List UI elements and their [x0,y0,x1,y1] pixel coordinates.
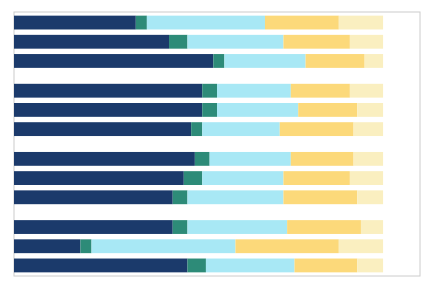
bar-segment [202,122,280,136]
bar-segment [306,54,365,68]
bar-segment [295,259,358,273]
bar-segment [354,122,384,136]
bar-segment [357,259,383,273]
bar-segment [14,190,173,204]
bar-segment [280,122,354,136]
bar-segment [291,152,354,166]
plot-frame [14,12,420,276]
bar-segment [191,122,202,136]
bar-segment [147,16,265,30]
bar-segment [187,220,287,234]
bar-segment [173,190,188,204]
bar-segment [14,259,187,273]
bar-segment [169,35,187,49]
bar-segment [287,220,361,234]
bar-segment [291,84,350,98]
bar-segment [14,239,80,253]
bar-segment [14,54,213,68]
bar-segment [365,54,383,68]
bars [14,16,383,273]
bar-segment [350,35,383,49]
bar-segment [298,103,357,117]
bar-segment [187,259,205,273]
bar-segment [202,103,217,117]
bar-segment [350,84,383,98]
bar-segment [283,190,357,204]
bar-segment [235,239,338,253]
bar-segment [210,152,291,166]
bar-segment [265,16,339,30]
bar-segment [136,16,147,30]
bar-segment [184,171,202,185]
bar-segment [187,190,283,204]
bar-segment [195,152,210,166]
bar-segment [357,190,383,204]
bar-segment [14,171,184,185]
bar-segment [361,220,383,234]
bar-segment [14,103,202,117]
bar-segment [14,220,173,234]
bar-segment [339,16,383,30]
bar-segment [354,152,384,166]
bar-segment [14,16,136,30]
bar-segment [206,259,295,273]
bar-segment [14,152,195,166]
bar-segment [350,171,383,185]
bar-segment [92,239,236,253]
bar-segment [80,239,91,253]
bar-segment [202,84,217,98]
bar-segment [14,122,191,136]
bar-segment [213,54,224,68]
bar-segment [224,54,305,68]
bar-segment [173,220,188,234]
chart-container [0,0,434,288]
bar-segment [339,239,383,253]
bar-segment [202,171,283,185]
bar-segment [14,84,202,98]
bar-segment [14,35,169,49]
bar-segment [217,84,291,98]
bar-segment [283,171,349,185]
bar-segment [217,103,298,117]
bar-segment [283,35,349,49]
chart [0,0,434,288]
bar-segment [357,103,383,117]
bar-segment [187,35,283,49]
